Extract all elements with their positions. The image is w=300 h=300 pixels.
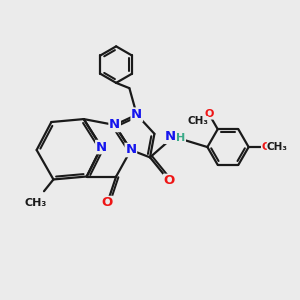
Text: O: O — [164, 174, 175, 188]
Text: O: O — [204, 109, 214, 119]
Text: N: N — [125, 143, 136, 157]
Text: N: N — [96, 141, 107, 154]
Text: N: N — [164, 130, 175, 143]
Text: CH₃: CH₃ — [187, 116, 208, 126]
Text: CH₃: CH₃ — [24, 198, 46, 208]
Text: CH₃: CH₃ — [267, 142, 288, 152]
Text: N: N — [131, 108, 142, 121]
Text: H: H — [176, 133, 185, 143]
Text: O: O — [102, 196, 113, 209]
Text: O: O — [262, 142, 271, 152]
Text: N: N — [109, 118, 120, 131]
